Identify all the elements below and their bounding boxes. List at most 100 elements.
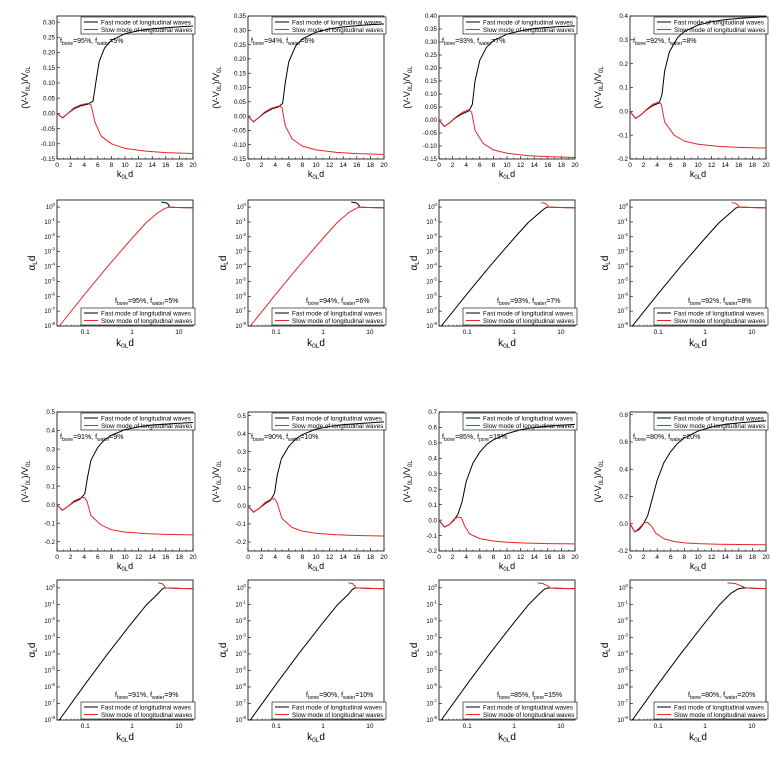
x-tick-label: 4 [82,554,86,561]
y-tick-label: 0.5 [46,409,55,416]
x-axis-label: k0Ld [690,169,706,181]
legend-label-fast: Fast mode of longitudinal waves [292,705,382,712]
x-tick-label: 8 [110,162,114,169]
y-tick-label: 10-7 [617,698,628,707]
y-tick-label: 10-3 [426,247,437,256]
x-tick-label: 20 [189,554,197,561]
y-tick-label: 10-1 [235,217,246,226]
legend-label-slow: Slow mode of longitudinal waves [292,318,383,325]
x-tick-label: 4 [82,162,86,169]
fraction-annotation: fbone=93%, fwater=7% [497,298,560,307]
y-tick-label: 10-1 [617,599,628,608]
y-tick-label: 0.2 [619,494,628,501]
y-tick-label: -0.1 [235,521,246,528]
y-tick-label: 10-3 [426,632,437,641]
attenuation-panel: 0.1 1 10 10-8 10-7 10-6 10-5 10-4 10-3 10-2 10-1 10… [218,200,386,350]
y-tick-label: 0.4 [46,428,55,435]
y-tick-label: 0.1 [428,502,437,509]
fraction-annotation: fbone=92%, fwater=8% [633,38,696,47]
x-tick-label: 10 [694,162,702,169]
legend-label-fast: Fast mode of longitudinal waves [292,416,382,423]
y-tick-label: 0.2 [619,61,628,68]
x-tick-label: 8 [683,554,687,561]
y-axis-label: αLd [409,256,421,271]
attenuation-panel: 0.1 1 10 10-8 10-7 10-6 10-5 10-4 10-3 10-2 10-1 10… [409,580,577,744]
series-slow-line [439,110,575,158]
y-tick-label: 10-4 [617,262,628,271]
x-tick-label: 2 [451,554,455,561]
legend-label-slow: Slow mode of longitudinal waves [101,712,192,719]
y-axis-label: (V-V0L)/V0L [593,66,605,109]
series-slow-line [57,103,193,153]
y-tick-label: 0.0 [619,521,628,528]
y-tick-label: 0.00 [425,117,438,124]
y-tick-label: -0.2 [235,539,246,546]
x-axis-label: k0Ld [116,338,134,350]
x-axis-label: k0Ld [499,169,515,181]
y-tick-label: -0.05 [232,128,247,135]
y-tick-label: 0.20 [43,50,56,57]
attenuation-panel: 0.1 1 10 10-8 10-7 10-6 10-5 10-4 10-3 10-2 10-1 10… [600,200,768,350]
legend-label-slow: Slow mode of longitudinal waves [101,318,192,325]
x-tick-label: 6 [478,162,482,169]
x-axis-label: k0Ld [689,338,707,350]
x-tick-label: 18 [176,162,184,169]
y-tick-label: 10-6 [617,291,628,300]
y-tick-label: 10-4 [44,649,55,658]
x-tick-label: 10 [366,723,374,730]
legend-label-slow: Slow mode of longitudinal waves [674,27,765,34]
x-tick-label: 4 [655,162,659,169]
y-tick-label: 10-6 [235,291,246,300]
y-tick-label: 0.25 [43,34,56,41]
y-tick-label: -0.10 [232,142,247,149]
y-tick-label: 10-2 [426,616,437,625]
y-tick-label: 10-2 [44,616,55,625]
x-tick-label: 14 [340,554,348,561]
y-tick-label: 10-4 [44,262,55,271]
fraction-annotation: fbone=92%, fwater=8% [688,298,751,307]
x-tick-label: 14 [149,162,157,169]
y-tick-label: 0.1 [619,85,628,92]
series-slow-line [158,583,193,589]
y-tick-label: 10-2 [235,232,246,241]
x-tick-label: 18 [367,162,375,169]
x-tick-label: 6 [96,162,100,169]
x-tick-label: 10 [175,329,183,336]
y-tick-label: 0.30 [425,39,438,46]
legend-label-slow: Slow mode of longitudinal waves [483,712,574,719]
y-tick-label: 0.25 [425,52,438,59]
x-tick-label: 4 [464,162,468,169]
legend-label-slow: Slow mode of longitudinal waves [292,423,383,430]
x-tick-label: 0 [55,162,59,169]
legend-label-fast: Fast mode of longitudinal waves [101,416,191,423]
x-tick-label: 0.1 [272,723,281,730]
y-tick-label: 0.7 [428,409,437,416]
fraction-annotation: fbone=91%, fwater=9% [60,434,123,443]
y-tick-label: 10-6 [235,682,246,691]
legend-label-slow: Slow mode of longitudinal waves [483,318,574,325]
x-axis-label: k0Ld [116,732,134,744]
y-tick-label: 10-7 [235,698,246,707]
x-tick-label: 0.1 [654,723,663,730]
x-tick-label: 20 [571,554,579,561]
x-tick-label: 6 [478,554,482,561]
legend-label-fast: Fast mode of longitudinal waves [292,20,382,27]
y-tick-label: 100 [46,202,56,211]
y-tick-label: 10-8 [235,321,246,330]
x-tick-label: 20 [762,554,770,561]
legend-label-slow: Slow mode of longitudinal waves [483,423,574,430]
x-tick-label: 8 [492,554,496,561]
fraction-annotation: fbone=94%, fwater=6% [251,38,314,47]
x-tick-label: 0 [437,162,441,169]
y-tick-label: 0.3 [619,37,628,44]
y-tick-label: 10-2 [426,232,437,241]
y-tick-label: 0.25 [234,42,247,49]
x-tick-label: 6 [96,554,100,561]
y-tick-label: 10-5 [426,665,437,674]
series-slow-line [248,499,384,536]
x-tick-label: 12 [517,554,525,561]
y-axis-label: (V-V0L)/V0L [402,460,414,503]
